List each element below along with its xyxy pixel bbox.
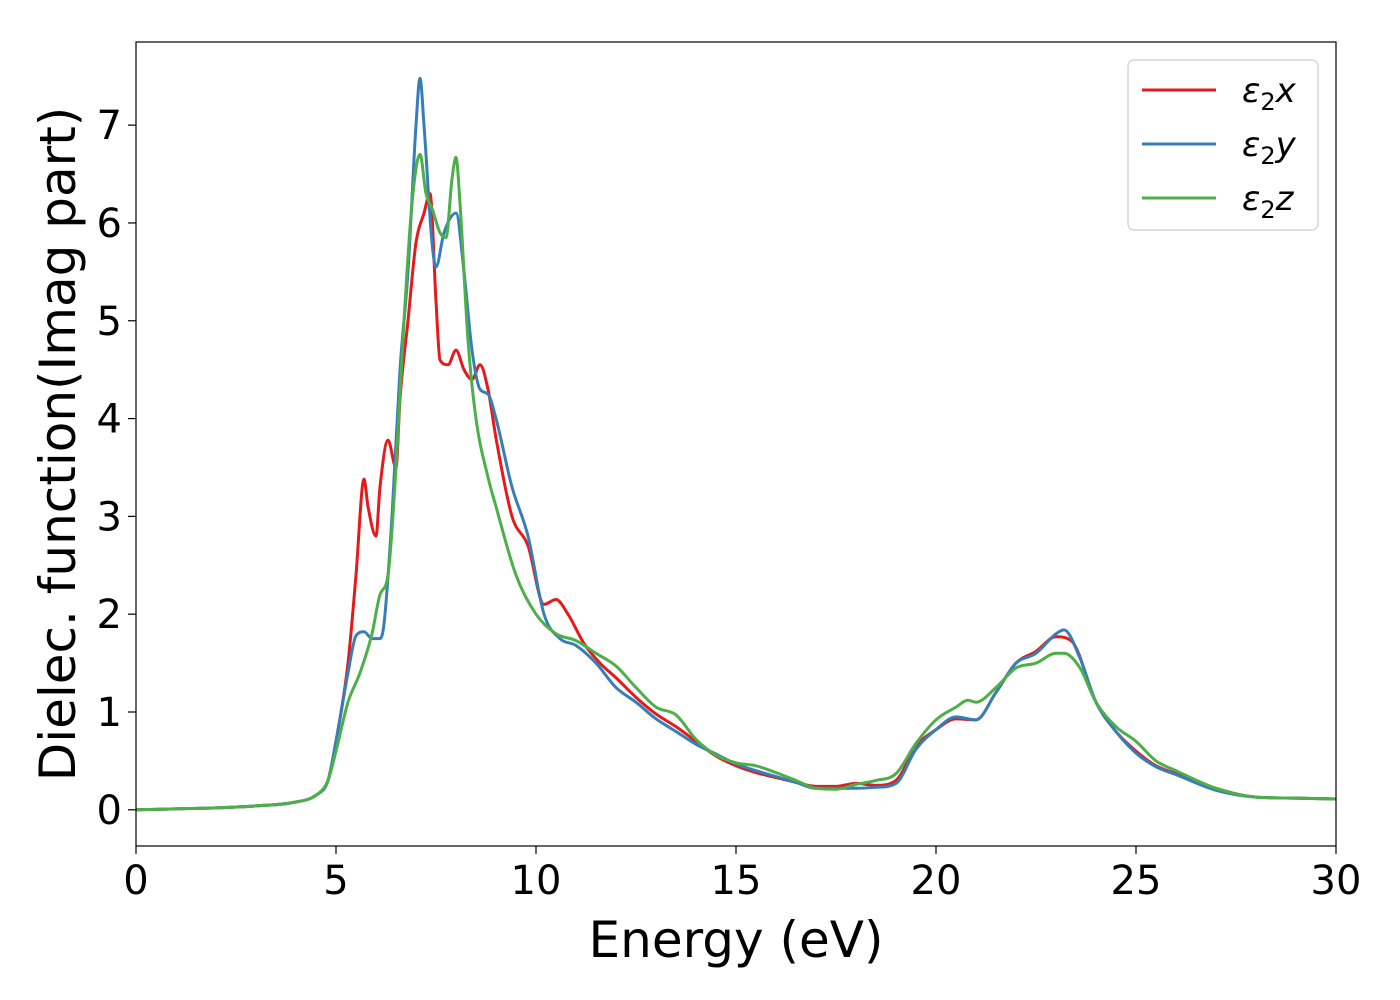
y-tick-label: 2 [97, 592, 122, 638]
x-tick-label: 0 [123, 858, 148, 904]
legend-label-z: ε2z [1242, 179, 1295, 224]
y-axis-label: Dielec. function(Imag part) [29, 107, 87, 782]
legend-label-x: ε2x [1242, 71, 1297, 116]
y-tick-label: 7 [97, 103, 122, 149]
series-line-y [136, 76, 1336, 812]
y-tick-label: 3 [97, 494, 122, 540]
x-tick-label: 25 [1111, 858, 1162, 904]
y-tick-label: 1 [97, 690, 122, 736]
legend-suffix: y [1275, 125, 1297, 165]
x-tick-label: 15 [711, 858, 762, 904]
legend-subscript: 2 [1260, 88, 1275, 116]
legend-base: ε [1242, 71, 1260, 111]
legend-base: ε [1242, 179, 1260, 219]
y-axis: 0 1 2 3 4 5 6 7 [97, 103, 136, 834]
legend-suffix: x [1275, 71, 1297, 111]
x-tick-label: 30 [1311, 858, 1362, 904]
legend-box [1127, 59, 1319, 231]
x-tick-label: 5 [323, 858, 348, 904]
x-tick-label: 20 [911, 858, 962, 904]
legend-suffix: z [1275, 179, 1295, 219]
series-line-z [136, 152, 1336, 812]
y-tick-label: 0 [97, 788, 122, 834]
plot-lines [136, 76, 1336, 812]
series-line-x [136, 192, 1336, 812]
x-tick-label: 10 [511, 858, 562, 904]
legend-base: ε [1242, 125, 1260, 165]
x-axis-label: Energy (eV) [589, 911, 884, 969]
legend-subscript: 2 [1260, 142, 1275, 170]
y-tick-label: 6 [97, 201, 122, 247]
legend-subscript: 2 [1260, 196, 1275, 224]
x-axis: 0 5 10 15 20 25 30 [123, 846, 1361, 904]
y-tick-label: 4 [97, 397, 122, 443]
legend-label-y: ε2y [1242, 125, 1297, 170]
y-tick-label: 5 [97, 299, 122, 345]
